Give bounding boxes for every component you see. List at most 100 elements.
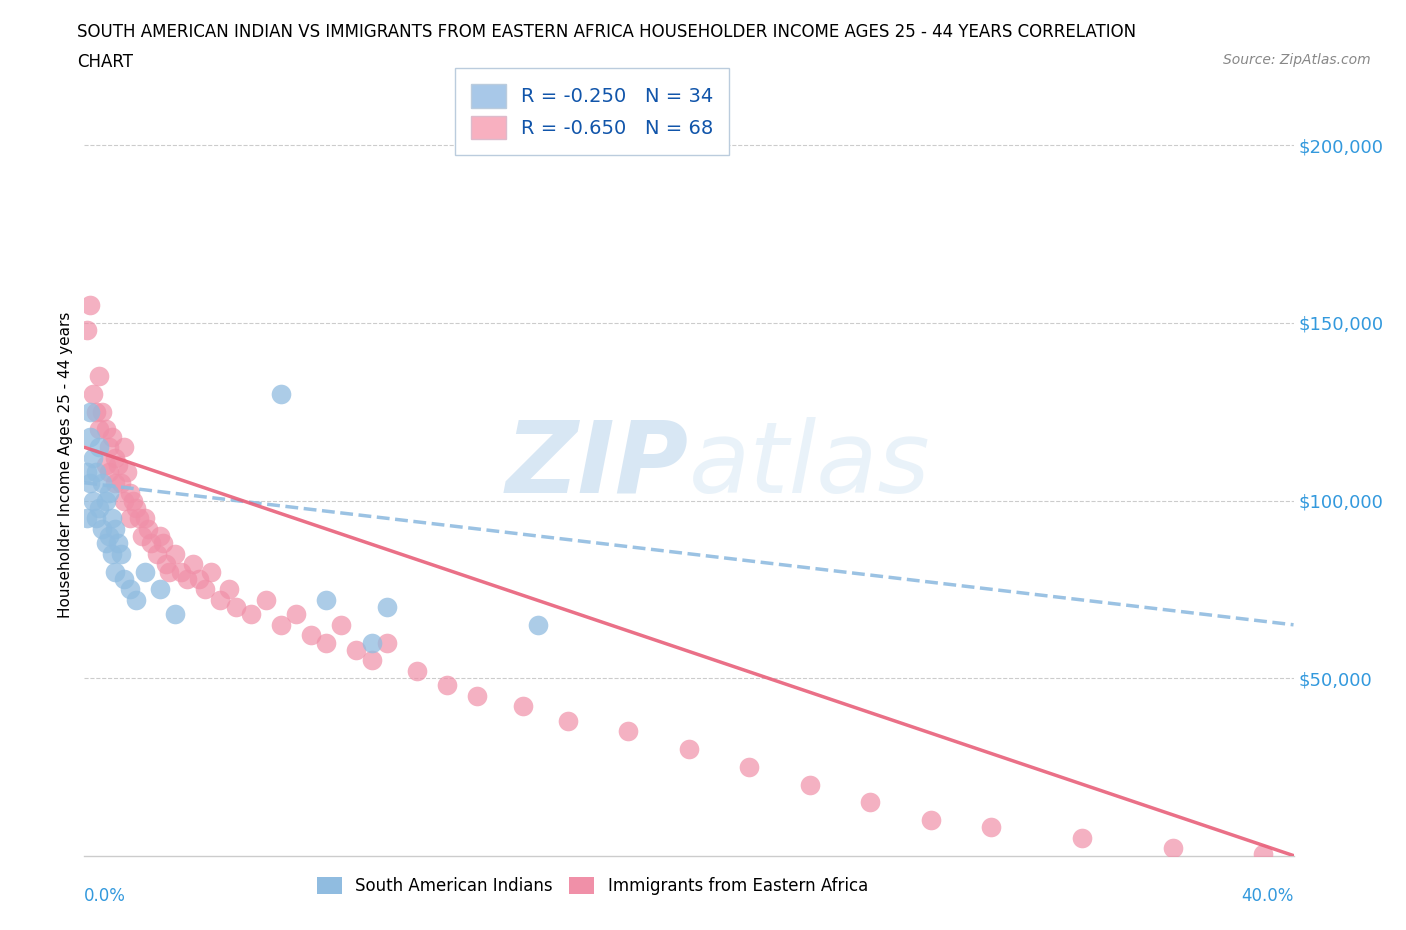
- Point: [225, 600, 247, 615]
- Point: [270, 387, 292, 402]
- Text: Source: ZipAtlas.com: Source: ZipAtlas.com: [1223, 53, 1371, 67]
- Point: [512, 699, 534, 714]
- Point: [467, 688, 489, 703]
- Point: [218, 582, 240, 597]
- Point: [436, 678, 458, 693]
- Point: [115, 465, 138, 480]
- Point: [200, 565, 222, 579]
- Point: [299, 628, 322, 643]
- Point: [79, 405, 101, 419]
- Point: [134, 511, 156, 525]
- Point: [91, 405, 114, 419]
- Point: [330, 618, 353, 632]
- Point: [346, 643, 368, 658]
- Point: [859, 795, 882, 810]
- Point: [176, 571, 198, 586]
- Point: [94, 493, 117, 508]
- Point: [165, 546, 187, 561]
- Point: [100, 429, 122, 444]
- Point: [134, 565, 156, 579]
- Point: [181, 557, 204, 572]
- Point: [254, 592, 277, 607]
- Point: [194, 582, 217, 597]
- Point: [100, 546, 122, 561]
- Point: [980, 819, 1002, 834]
- Point: [170, 565, 193, 579]
- Point: [118, 486, 141, 501]
- Point: [76, 465, 98, 480]
- Point: [89, 422, 111, 437]
- Point: [360, 653, 382, 668]
- Point: [315, 635, 337, 650]
- Point: [118, 511, 141, 525]
- Point: [110, 546, 132, 561]
- Point: [112, 440, 135, 455]
- Point: [79, 475, 101, 490]
- Point: [97, 486, 120, 501]
- Point: [406, 663, 429, 678]
- Point: [82, 450, 104, 465]
- Point: [86, 465, 108, 480]
- Point: [79, 429, 101, 444]
- Legend: South American Indians, Immigrants from Eastern Africa: South American Indians, Immigrants from …: [309, 870, 875, 902]
- Point: [375, 600, 398, 615]
- Point: [557, 713, 579, 728]
- Point: [104, 450, 127, 465]
- Point: [375, 635, 398, 650]
- Text: 0.0%: 0.0%: [84, 887, 127, 905]
- Point: [315, 592, 337, 607]
- Point: [149, 528, 172, 543]
- Point: [360, 635, 382, 650]
- Point: [152, 536, 174, 551]
- Point: [209, 592, 232, 607]
- Point: [738, 760, 761, 775]
- Text: ZIP: ZIP: [506, 417, 689, 513]
- Point: [239, 606, 262, 621]
- Point: [149, 582, 172, 597]
- Point: [82, 493, 104, 508]
- Point: [920, 813, 942, 828]
- Point: [118, 582, 141, 597]
- Point: [89, 440, 111, 455]
- Point: [165, 606, 187, 621]
- Point: [110, 475, 132, 490]
- Point: [1253, 846, 1275, 861]
- Point: [139, 536, 162, 551]
- Point: [270, 618, 292, 632]
- Point: [104, 565, 127, 579]
- Point: [97, 528, 120, 543]
- Point: [94, 458, 117, 472]
- Point: [128, 511, 150, 525]
- Point: [86, 511, 108, 525]
- Point: [617, 724, 640, 738]
- Y-axis label: Householder Income Ages 25 - 44 years: Householder Income Ages 25 - 44 years: [58, 312, 73, 618]
- Point: [125, 500, 148, 515]
- Point: [97, 465, 120, 480]
- Point: [121, 493, 143, 508]
- Point: [107, 458, 129, 472]
- Point: [91, 475, 114, 490]
- Text: CHART: CHART: [77, 53, 134, 71]
- Point: [527, 618, 550, 632]
- Point: [94, 536, 117, 551]
- Point: [112, 571, 135, 586]
- Point: [97, 440, 120, 455]
- Point: [1071, 830, 1094, 845]
- Point: [799, 777, 821, 792]
- Point: [76, 511, 98, 525]
- Point: [100, 511, 122, 525]
- Text: SOUTH AMERICAN INDIAN VS IMMIGRANTS FROM EASTERN AFRICA HOUSEHOLDER INCOME AGES : SOUTH AMERICAN INDIAN VS IMMIGRANTS FROM…: [77, 23, 1136, 41]
- Point: [1161, 841, 1184, 856]
- Point: [136, 522, 159, 537]
- Point: [91, 522, 114, 537]
- Text: 40.0%: 40.0%: [1241, 887, 1294, 905]
- Point: [79, 298, 101, 312]
- Point: [678, 741, 700, 756]
- Point: [285, 606, 308, 621]
- Point: [112, 493, 135, 508]
- Point: [89, 369, 111, 384]
- Text: atlas: atlas: [689, 417, 931, 513]
- Point: [89, 500, 111, 515]
- Point: [188, 571, 211, 586]
- Point: [157, 565, 180, 579]
